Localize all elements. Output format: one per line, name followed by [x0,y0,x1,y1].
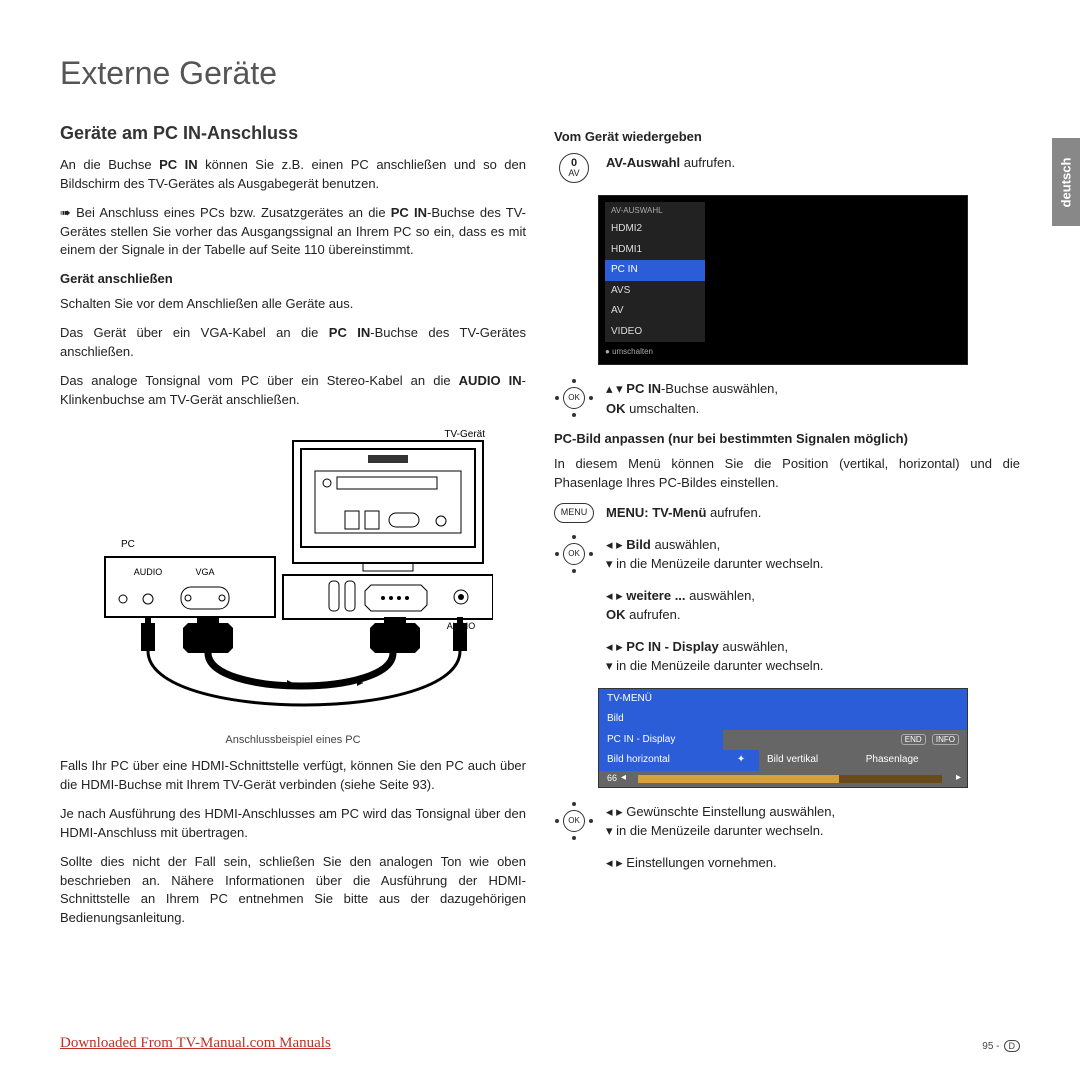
svg-text:VGA: VGA [195,567,214,577]
source-link[interactable]: Downloaded From TV-Manual.com Manuals [60,1035,331,1052]
step-text: MENU: TV-Menü aufrufen. [606,503,1020,523]
step-text: Gewünschte Einstellung auswählen, in die… [606,802,1020,841]
step-text: PC IN-Buchse auswählen, OK umschalten. [606,379,1020,418]
svg-text:AUDIO: AUDIO [134,567,163,577]
svg-text:PC: PC [121,539,135,550]
subheading: Vom Gerät wiedergeben [554,128,1020,147]
ok-pad-icon: OK [555,535,593,573]
step-text: AV-Auswahl aufrufen. [606,153,1020,173]
osd-tv-menu: TV-MENÜ Bild PC IN - Display END INFO [598,688,968,788]
av-button-icon: 0 AV [559,153,589,183]
diagram-caption: Anschlussbeispiel eines PC [225,733,360,749]
paragraph: An die Buchse PC IN können Sie z.B. eine… [60,156,526,194]
step-text: weitere ... auswählen, OK aufrufen. [606,586,1020,625]
osd-av-select: AV-AUSWAHLHDMI2HDMI1PC INAVSAVVIDEO ● um… [598,195,968,365]
step-text: Einstellungen vornehmen. [606,853,1020,873]
paragraph: Sollte dies nicht der Fall sein, schließ… [60,853,526,928]
paragraph: Das analoge Tonsignal vom PC über ein St… [60,372,526,410]
left-column: Geräte am PC IN-Anschluss An die Buchse … [60,120,526,938]
paragraph: Bei Anschluss eines PCs bzw. Zusatzgerät… [60,204,526,261]
menu-button-icon: MENU [554,503,594,523]
paragraph: Je nach Ausführung des HDMI-Anschlusses … [60,805,526,843]
paragraph: Schalten Sie vor dem Anschließen alle Ge… [60,295,526,314]
step-text: PC IN - Display auswählen, in die Menüze… [606,637,1020,676]
connection-diagram: TV-Gerät PC [60,427,526,749]
paragraph: In diesem Menü können Sie die Position (… [554,455,1020,493]
language-tab: deutsch [1052,138,1080,226]
page-number: 95 -D [982,1040,1020,1052]
paragraph: Das Gerät über ein VGA-Kabel an die PC I… [60,324,526,362]
section-heading: Geräte am PC IN-Anschluss [60,120,526,146]
ok-pad-icon: OK [555,802,593,840]
subheading: PC-Bild anpassen (nur bei bestimmten Sig… [554,430,1020,449]
step-text: Bild auswählen, in die Menüzeile darunte… [606,535,1020,574]
page-title: Externe Geräte [60,55,1020,92]
paragraph: Falls Ihr PC über eine HDMI-Schnittstell… [60,757,526,795]
diagram-svg: TV-Gerät PC [93,427,493,727]
svg-text:TV-Gerät: TV-Gerät [444,429,485,440]
ok-pad-icon: OK [555,379,593,417]
right-column: Vom Gerät wiedergeben 0 AV AV-Auswahl au… [554,120,1020,938]
subheading: Gerät anschließen [60,270,526,289]
